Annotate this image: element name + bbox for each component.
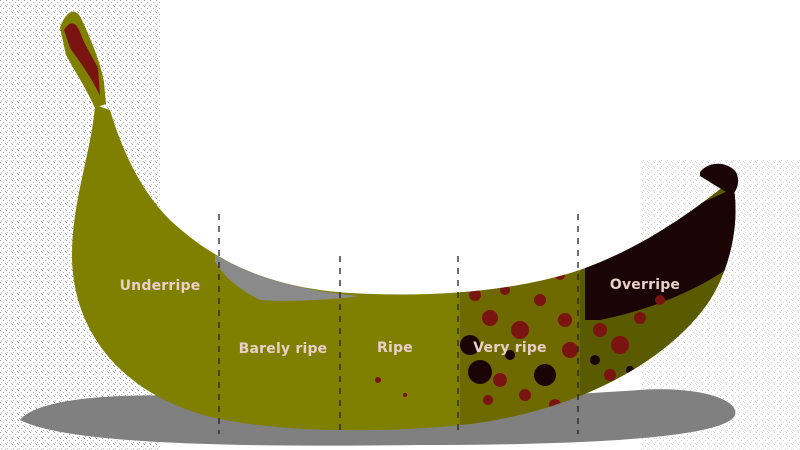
peel-highlight [215, 255, 360, 301]
banana-tip [700, 163, 739, 195]
stage-label-ripe: Ripe [377, 340, 413, 356]
stem-dark-tip [64, 23, 100, 97]
ripe-speck-2 [403, 393, 407, 397]
stage-label-underripe: Underripe [119, 278, 201, 294]
stage-label-very-ripe: Very ripe [473, 340, 547, 356]
ripe-speck [375, 377, 381, 383]
stage-label-overripe: Overripe [609, 277, 681, 293]
stage-label-barely-ripe: Barely ripe [238, 341, 328, 357]
stage-dividers [218, 214, 579, 434]
